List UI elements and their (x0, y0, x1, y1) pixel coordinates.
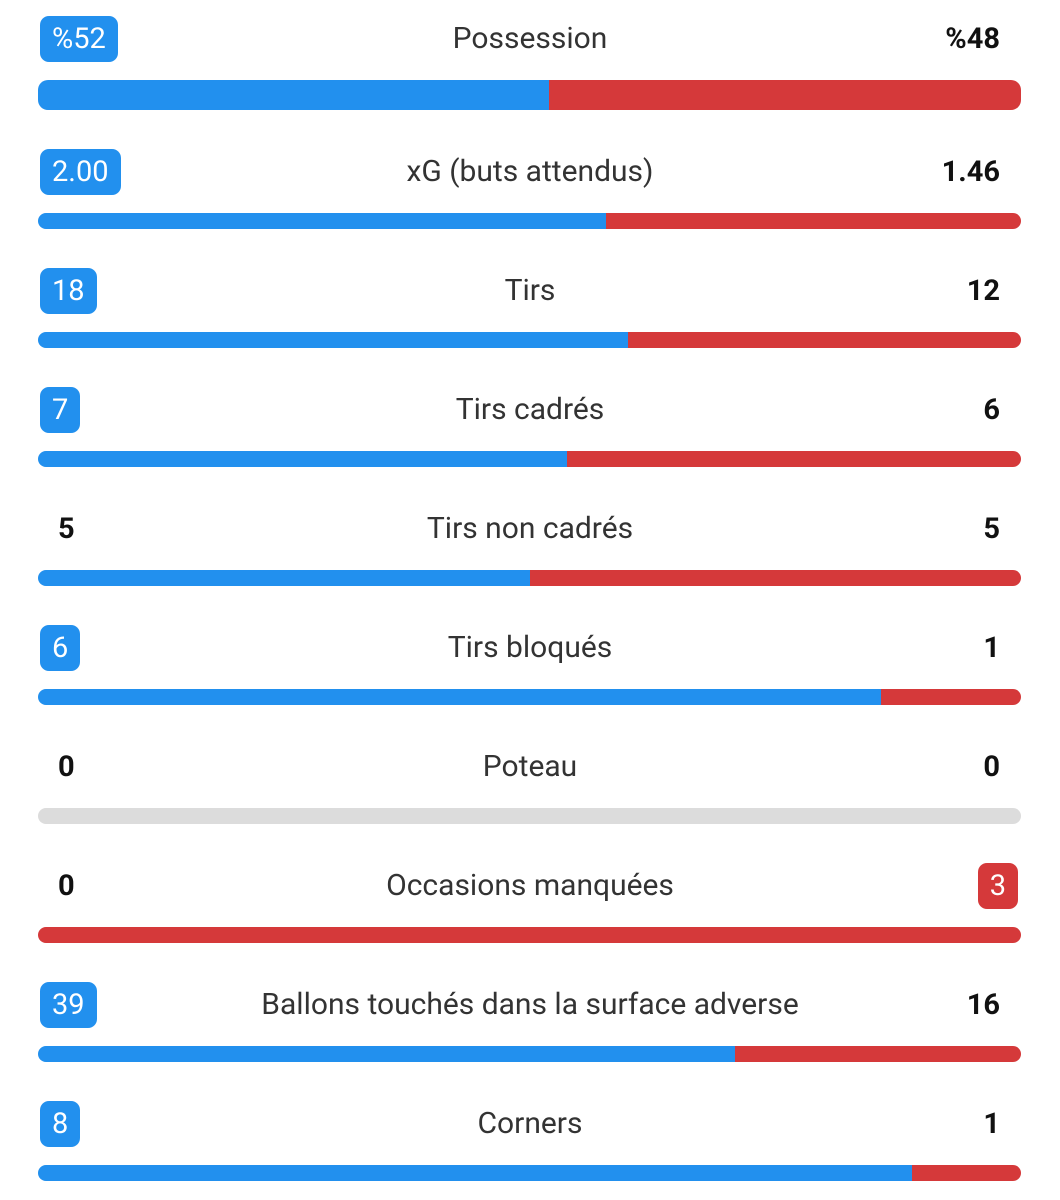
stat-label: Tirs non cadrés (426, 511, 634, 546)
value: 5 (58, 512, 75, 546)
stat-label: Poteau (482, 749, 578, 784)
bar-away (735, 1046, 1021, 1062)
value: 6 (983, 393, 1000, 427)
stat-bar (38, 80, 1021, 110)
value: 1 (983, 1107, 1000, 1141)
stat-bar (38, 1165, 1021, 1181)
stat-label: Tirs bloqués (447, 630, 613, 665)
bar-away (911, 1165, 1021, 1181)
value: 5 (983, 512, 1000, 546)
value: 0 (58, 869, 75, 903)
value: 1.46 (941, 155, 1000, 189)
stat-label: Occasions manquées (386, 868, 674, 903)
value-badge: 3 (977, 863, 1018, 909)
value-badge: 6 (40, 625, 81, 671)
bar-away (38, 927, 1021, 943)
value: %48 (945, 22, 1000, 56)
bar-away (549, 80, 1021, 110)
stat-bar (38, 213, 1021, 229)
bar-away (627, 332, 1021, 348)
bar-home (38, 1046, 736, 1062)
bar-away (567, 451, 1021, 467)
stat-label: Corners (477, 1106, 583, 1141)
stat-bar (38, 808, 1021, 824)
value-badge: 39 (40, 982, 97, 1028)
stat-bar (38, 332, 1021, 348)
value: 12 (966, 274, 1000, 308)
stat-label: Tirs (504, 273, 556, 308)
value: 0 (983, 750, 1000, 784)
stat-label: Tirs cadrés (455, 392, 605, 427)
bar-home (38, 570, 530, 586)
bar-away (529, 570, 1021, 586)
value-badge: 18 (40, 268, 97, 314)
bar-home (38, 332, 628, 348)
value-badge: 8 (40, 1101, 81, 1147)
value: 1 (983, 631, 1000, 665)
bar-away (606, 213, 1021, 229)
stat-bar (38, 689, 1021, 705)
value-badge: 2.00 (40, 149, 121, 195)
stat-label: Possession (452, 21, 608, 56)
stat-label: xG (buts attendus) (406, 154, 654, 189)
bar-home (38, 1165, 912, 1181)
bar-home (38, 213, 607, 229)
value: 16 (966, 988, 1000, 1022)
bar-empty (38, 808, 1021, 824)
value-badge: %52 (40, 16, 118, 62)
value: 0 (58, 750, 75, 784)
bar-home (38, 689, 881, 705)
stat-bar (38, 927, 1021, 943)
bar-home (38, 80, 550, 110)
stat-label: Ballons touchés dans la surface adverse (261, 987, 799, 1022)
value-badge: 7 (40, 387, 81, 433)
bar-away (880, 689, 1021, 705)
stat-bar (38, 1046, 1021, 1062)
bar-home (38, 451, 568, 467)
stat-bar (38, 570, 1021, 586)
stat-bar (38, 451, 1021, 467)
